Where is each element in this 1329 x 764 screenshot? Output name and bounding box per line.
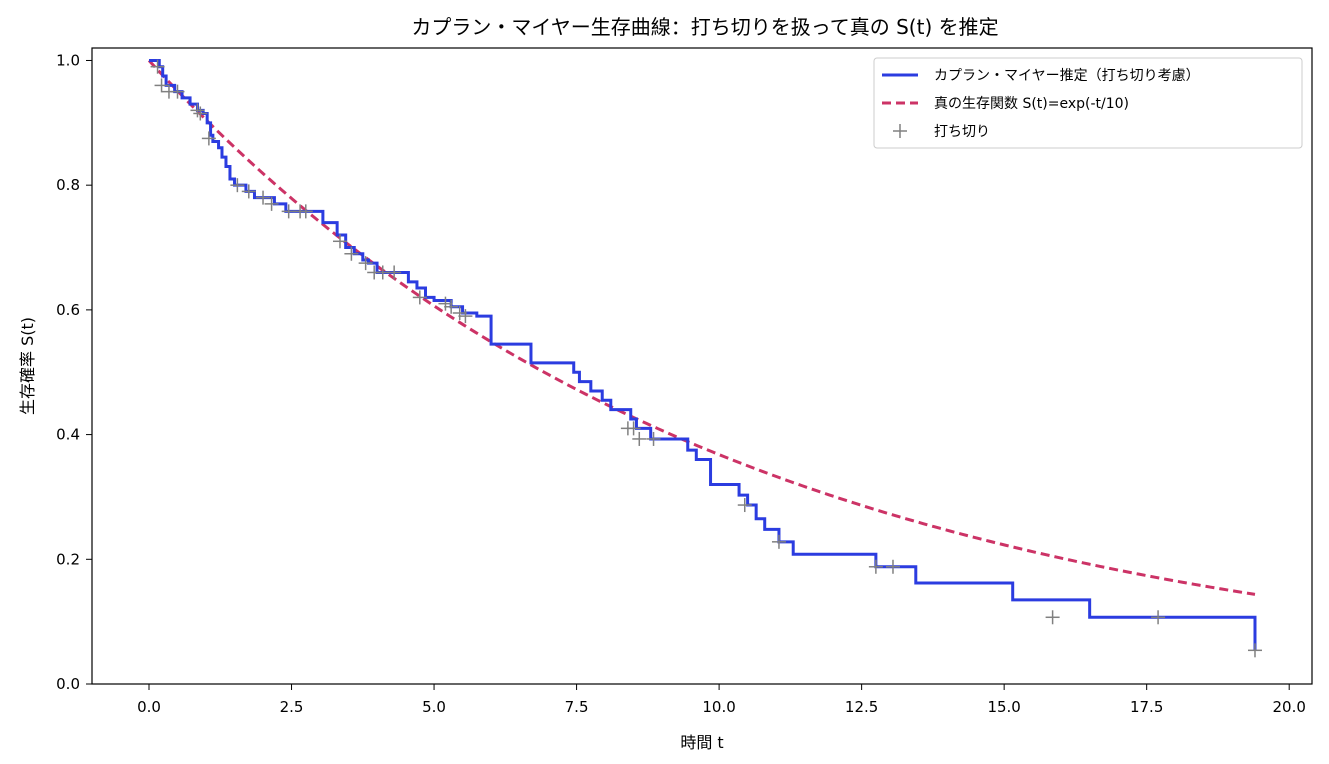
x-tick-label: 12.5 xyxy=(845,698,878,716)
axes-frame xyxy=(91,47,1313,685)
censor-marker xyxy=(885,559,900,574)
y-tick-label: 0.4 xyxy=(56,426,80,444)
censor-marker xyxy=(868,559,883,574)
censor-marker xyxy=(1247,643,1262,658)
censor-marker xyxy=(190,103,205,118)
series-kaplan-meier xyxy=(149,58,1257,651)
censor-marker xyxy=(771,534,786,549)
censor-marker xyxy=(452,306,467,320)
censor-marker xyxy=(1045,610,1060,625)
legend-label-true: 真の生存関数 S(t)=exp(-t/10) xyxy=(934,96,1129,112)
censor-marker xyxy=(170,84,185,99)
censor-marker xyxy=(737,498,752,513)
legend: カプラン・マイヤー推定（打ち切り考慮） 真の生存関数 S(t)=exp(-t/1… xyxy=(873,57,1303,149)
censor-marker xyxy=(458,309,473,324)
censor-marker xyxy=(241,184,256,199)
y-tick-label: 0.8 xyxy=(56,176,80,194)
legend-label-km: カプラン・マイヤー推定（打ち切り考慮） xyxy=(934,67,1200,84)
x-tick-label: 5.0 xyxy=(422,698,446,716)
x-tick-label: 17.5 xyxy=(1130,698,1163,716)
y-tick-label: 0.6 xyxy=(56,301,80,319)
censor-marker xyxy=(230,178,245,193)
plot-area xyxy=(147,58,1262,658)
censor-marker xyxy=(412,290,427,305)
censor-marker xyxy=(444,299,459,314)
censor-marker xyxy=(387,265,402,280)
censor-marker xyxy=(256,190,271,205)
censor-marker xyxy=(438,296,453,311)
censor-marker xyxy=(646,431,661,446)
chart-title: カプラン・マイヤー生存曲線：打ち切りを扱って真の S(t) を推定 xyxy=(411,15,998,39)
y-axis-label: 生存確率 S(t) xyxy=(18,317,37,415)
x-tick-label: 0.0 xyxy=(137,698,161,716)
series-true-survival xyxy=(147,59,1256,596)
censor-marker xyxy=(154,78,169,93)
censor-marker xyxy=(358,256,373,271)
censor-marker xyxy=(1151,610,1166,625)
x-tick-label: 20.0 xyxy=(1272,698,1305,716)
censor-marker xyxy=(632,431,647,446)
legend-label-censor: 打ち切り xyxy=(934,123,990,140)
censor-marker xyxy=(626,421,641,436)
censor-marker xyxy=(201,131,216,146)
y-axis: 0.0 0.2 0.4 0.6 0.8 1.0 xyxy=(56,51,92,693)
x-tick-label: 2.5 xyxy=(280,698,304,716)
censor-marker xyxy=(298,204,313,219)
x-axis-label: 時間 t xyxy=(680,733,723,752)
censor-marker xyxy=(344,246,359,261)
censor-marker xyxy=(332,234,347,249)
y-tick-label: 0.0 xyxy=(56,675,80,693)
y-tick-label: 0.2 xyxy=(56,550,80,568)
y-tick-label: 1.0 xyxy=(56,51,80,69)
censor-marker xyxy=(150,59,165,74)
censor-marker xyxy=(264,196,279,211)
x-axis: 0.0 2.5 5.0 7.5 10.0 12.5 15.0 17.5 20.0 xyxy=(137,684,1306,716)
legend-swatch-censor xyxy=(893,124,907,138)
x-tick-label: 15.0 xyxy=(987,698,1020,716)
x-tick-label: 10.0 xyxy=(702,698,735,716)
legend-box xyxy=(873,57,1303,149)
censor-marker xyxy=(193,106,208,121)
x-tick-label: 7.5 xyxy=(565,698,589,716)
